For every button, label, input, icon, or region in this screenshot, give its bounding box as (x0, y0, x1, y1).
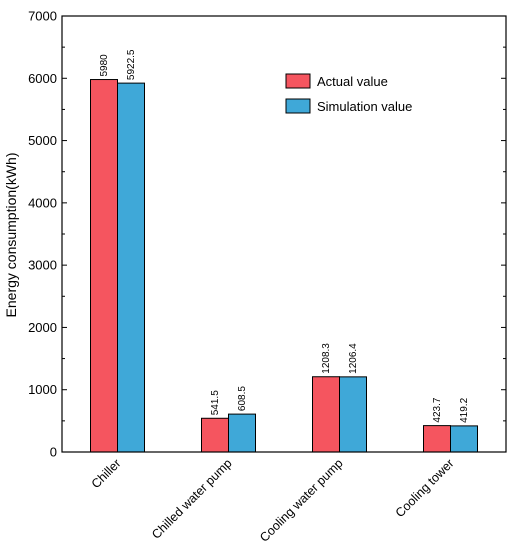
x-tick-label-3: Cooling tower (393, 456, 457, 520)
data-label-simulation-0: 5922.5 (126, 49, 137, 80)
bar-actual-0 (90, 79, 118, 453)
bar-simulation-3 (450, 425, 478, 453)
y-tick-label-6: 6000 (28, 71, 57, 86)
data-label-actual-2: 1208.3 (321, 343, 332, 374)
x-tick-label-2: Cooling water pump (257, 456, 346, 545)
bar-simulation-1 (228, 413, 256, 453)
legend: Actual value Simulation value (285, 73, 412, 114)
x-tick-label-1: Chilled water pump (149, 456, 235, 542)
bars-layer (90, 79, 478, 453)
y-tick-label-2: 2000 (28, 320, 57, 335)
data-label-simulation-1: 608.5 (237, 386, 248, 411)
data-label-actual-0: 5980 (99, 54, 110, 77)
y-tick-label-4: 4000 (28, 195, 57, 210)
data-label-actual-3: 423.7 (432, 397, 443, 422)
y-axis-title: Energy consumption(kWh) (3, 153, 19, 318)
data-label-actual-1: 541.5 (210, 390, 221, 415)
legend-swatch-simulation (285, 98, 311, 114)
legend-label-actual: Actual value (317, 74, 388, 89)
x-tick-label-0: Chiller (89, 456, 124, 491)
bar-actual-2 (312, 376, 340, 453)
y-tick-label-5: 5000 (28, 133, 57, 148)
legend-swatch-actual (285, 73, 311, 89)
bar-actual-3 (423, 425, 451, 453)
y-tick-label-3: 3000 (28, 258, 57, 273)
legend-label-simulation: Simulation value (317, 99, 412, 114)
y-tick-label-0: 0 (50, 445, 57, 460)
bar-simulation-2 (339, 376, 367, 453)
y-tick-label-7: 7000 (28, 9, 57, 24)
data-label-simulation-2: 1206.4 (348, 343, 359, 374)
data-label-simulation-3: 419.2 (459, 397, 470, 422)
data-labels-layer: 5980 5922.5 541.5 608.5 1208.3 1206.4 423.7 419… (99, 49, 470, 423)
bar-actual-1 (201, 417, 229, 453)
bar-simulation-0 (117, 82, 145, 453)
y-tick-label-1: 1000 (28, 382, 57, 397)
